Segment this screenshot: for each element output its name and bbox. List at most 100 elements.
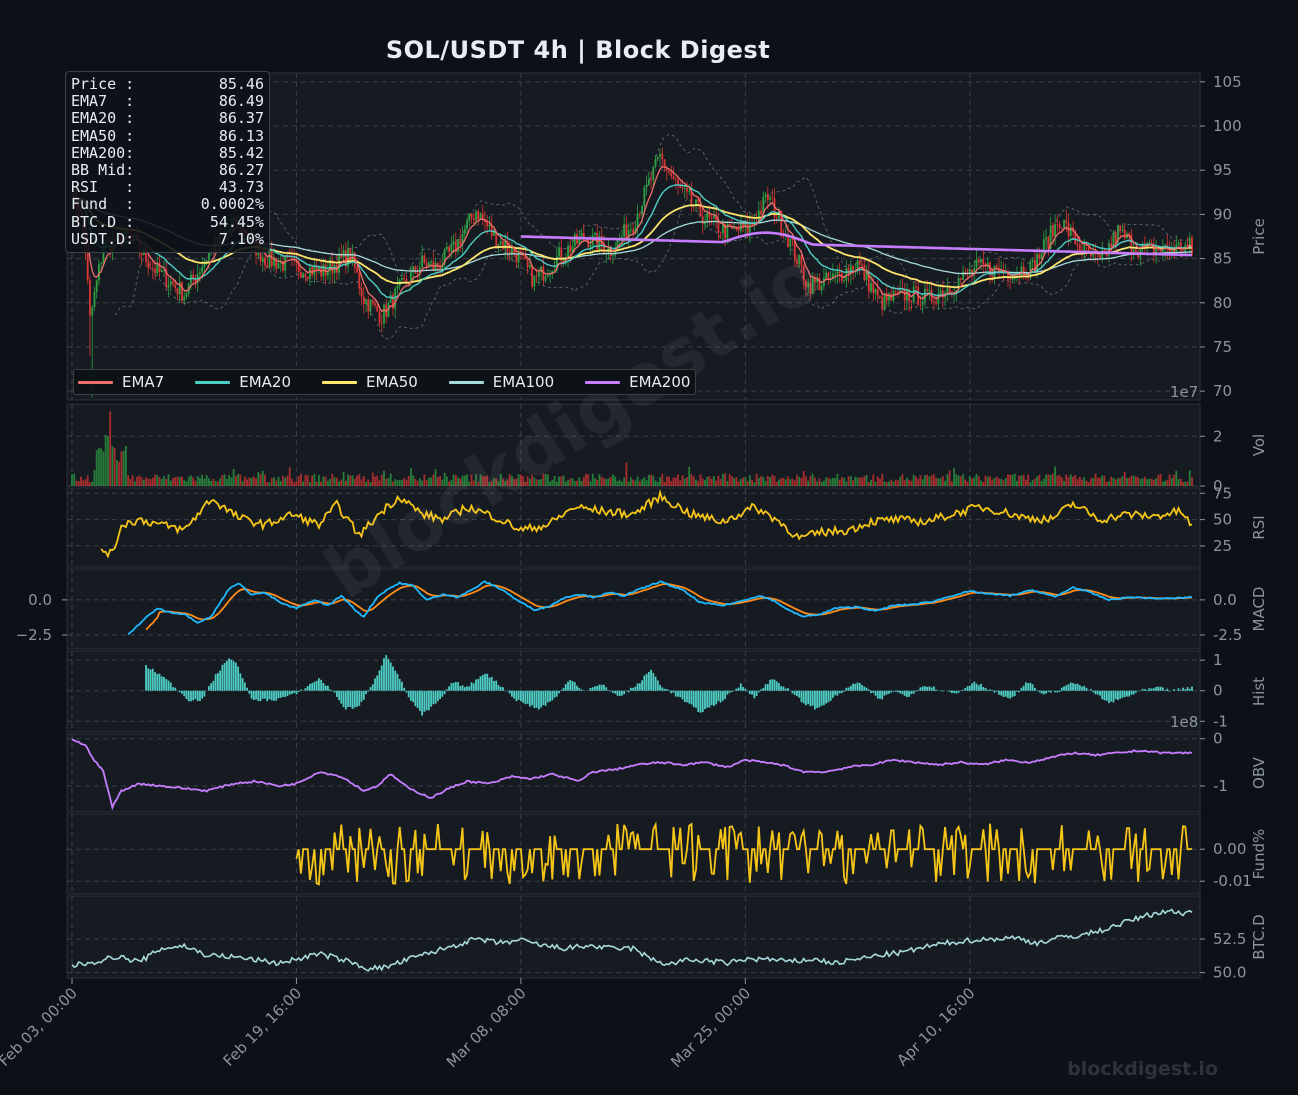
histogram-bar	[564, 684, 567, 691]
volume-bar	[555, 481, 558, 486]
volume-bar	[858, 477, 861, 486]
volume-bar	[843, 477, 846, 486]
histogram-bar	[854, 683, 857, 691]
legend-item-ema7: EMA7	[78, 373, 164, 391]
volume-bar	[167, 474, 170, 486]
volume-bar	[683, 478, 686, 486]
histogram-bar	[695, 690, 697, 708]
histogram-bar	[275, 690, 278, 701]
y-tick-label: 25	[1213, 537, 1232, 555]
histogram-bar	[499, 686, 502, 691]
candle-body	[183, 296, 186, 301]
volume-bar	[924, 475, 926, 486]
candle-body	[769, 197, 771, 200]
volume-bar	[558, 476, 560, 486]
candle-body	[374, 303, 376, 306]
candle-body	[708, 212, 711, 218]
volume-bar	[127, 475, 130, 486]
volume-bar	[389, 473, 392, 486]
volume-bar	[486, 475, 489, 486]
volume-bar	[769, 477, 771, 486]
histogram-bar	[809, 690, 812, 707]
volume-bar	[133, 481, 136, 486]
volume-bar	[1137, 477, 1140, 486]
candle-body	[163, 269, 165, 271]
volume-bar	[232, 468, 235, 486]
candle-body	[573, 234, 576, 247]
candle-body	[719, 232, 722, 234]
volume-bar	[778, 479, 780, 486]
candle-body	[625, 224, 628, 240]
watermark-corner: blockdigest.io	[1067, 1058, 1218, 1080]
histogram-bar	[1000, 690, 1003, 696]
histogram-bar	[535, 690, 538, 708]
histogram-bar	[1155, 686, 1157, 691]
histogram-bar	[1188, 688, 1191, 691]
candle-body	[513, 247, 516, 254]
volume-bar	[300, 473, 302, 486]
histogram-bar	[403, 687, 406, 691]
histogram-bar	[614, 690, 617, 694]
histogram-bar	[1161, 687, 1164, 691]
info-row-funding: Fund :0.0002%	[71, 195, 264, 214]
y-tick-label: 85	[1213, 250, 1232, 268]
volume-bar	[560, 476, 563, 486]
histogram-bar	[326, 685, 329, 691]
histogram-bar	[1119, 690, 1122, 699]
histogram-bar	[1108, 690, 1110, 704]
volume-bar	[1130, 475, 1133, 486]
histogram-bar	[717, 690, 720, 702]
histogram-bar	[739, 683, 742, 691]
legend-item-ema20: EMA20	[195, 373, 291, 391]
histogram-bar	[196, 690, 199, 702]
volume-bar	[95, 450, 98, 486]
candle-body	[620, 236, 623, 239]
candle-body	[710, 217, 713, 219]
volume-bar	[708, 476, 711, 486]
histogram-bar	[919, 687, 922, 691]
candle-body	[717, 219, 720, 233]
histogram-bar	[533, 690, 536, 709]
histogram-bar	[234, 662, 237, 691]
volume-bar	[178, 476, 181, 486]
volume-bar	[537, 479, 540, 486]
volume-bar	[320, 481, 323, 486]
macd-histogram	[145, 655, 1193, 716]
candle-body	[1119, 225, 1122, 231]
candle-body	[169, 281, 172, 286]
volume-bar	[793, 480, 796, 486]
x-tick-label: Apr 10, 16:00	[893, 984, 978, 1069]
histogram-bar	[344, 690, 347, 710]
histogram-bar	[870, 690, 872, 694]
candle-body	[713, 215, 715, 219]
volume-bar	[654, 480, 657, 486]
candle-body	[773, 198, 776, 218]
candle-body	[627, 230, 630, 240]
y-tick-label: 0.00	[1213, 840, 1246, 858]
histogram-bar	[1103, 690, 1106, 701]
y-tick-label: 75	[1213, 484, 1232, 502]
histogram-bar	[369, 687, 372, 691]
volume-bar	[1139, 479, 1142, 486]
volume-bar	[1157, 474, 1160, 486]
histogram-bar	[609, 690, 612, 692]
info-row-btc-dominance: BTC.D :54.45%	[71, 212, 264, 231]
histogram-bar	[856, 682, 859, 691]
candle-body	[93, 291, 96, 308]
volume-bar	[677, 474, 679, 486]
candle-body	[962, 271, 964, 280]
volume-bar	[412, 475, 415, 486]
y-tick-label: 105	[1213, 73, 1242, 91]
histogram-bar	[982, 686, 985, 691]
histogram-bar	[807, 690, 810, 705]
volume-bar	[223, 474, 226, 486]
histogram-bar	[396, 673, 399, 691]
candle-body	[371, 299, 374, 304]
histogram-bar	[780, 686, 783, 691]
histogram-bar	[722, 690, 724, 701]
histogram-bar	[1069, 682, 1072, 691]
histogram-bar	[1056, 690, 1059, 693]
volume-bar	[441, 479, 444, 486]
volume-bar	[291, 478, 293, 486]
volume-bar	[1105, 481, 1108, 486]
